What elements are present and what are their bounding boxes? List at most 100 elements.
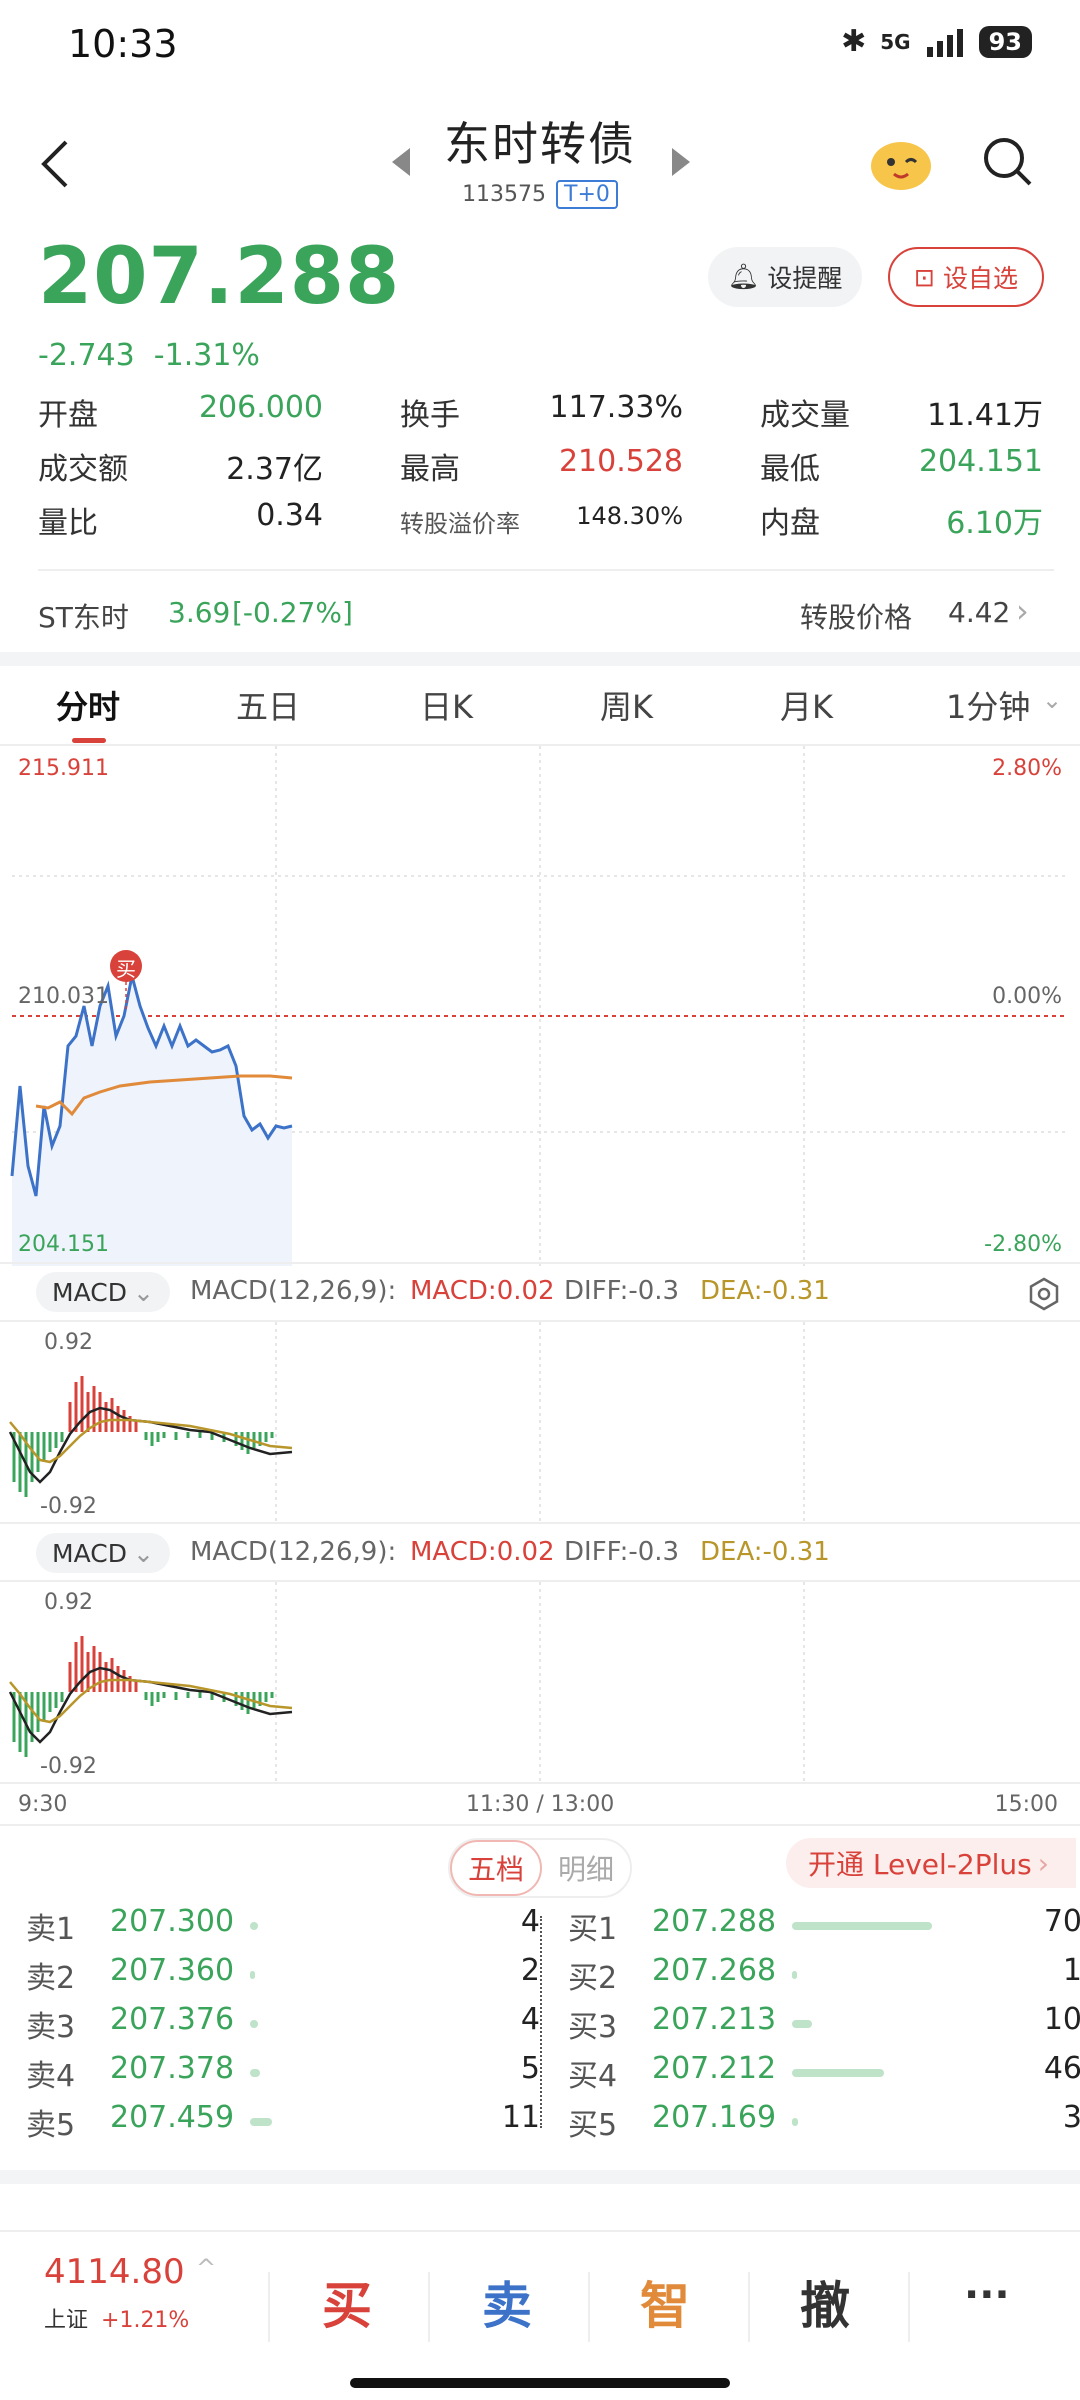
- ask-volume-bar: [250, 1971, 255, 1979]
- ask-level-label: 卖1: [26, 1912, 76, 1947]
- t0-tag: T+0: [556, 180, 618, 209]
- smart-order-button[interactable]: 智: [640, 2277, 690, 2335]
- ask-level-row[interactable]: 卖3 207.376 4: [26, 2002, 540, 2050]
- chart-mid-percent: 0.00%: [992, 984, 1062, 1009]
- stat-value: 117.33%: [549, 390, 683, 425]
- macd-selector-1[interactable]: MACD ⌄: [36, 1272, 170, 1312]
- settings-icon[interactable]: [1026, 1276, 1062, 1312]
- chevron-down-icon: ⌄: [1042, 686, 1063, 714]
- tab-monthly-k[interactable]: 月K: [780, 688, 833, 726]
- ask-price: 207.360: [110, 1953, 235, 1988]
- status-time: 10:33: [68, 22, 178, 66]
- bid-level-row[interactable]: 买1 207.288 70: [568, 1904, 1080, 1952]
- macd-selector-label: MACD: [52, 1277, 127, 1307]
- index-name: 上证: [44, 2308, 89, 2333]
- ask-level-label: 卖3: [26, 2010, 76, 2045]
- search-icon[interactable]: [980, 134, 1036, 190]
- tab-five-levels[interactable]: 五档: [450, 1840, 542, 1896]
- bottom-action-bar: 4114.80 ^ 上证 +1.21% 买 卖 智 撤 ···: [0, 2230, 1080, 2400]
- chevron-right-icon: ›: [1016, 592, 1029, 630]
- network-label: 5G: [880, 29, 911, 54]
- ask-level-row[interactable]: 卖2 207.360 2: [26, 1953, 540, 2001]
- macd-params: MACD(12,26,9):: [190, 1537, 397, 1567]
- bid-level-label: 买5: [568, 2108, 618, 2143]
- level2-upgrade-button[interactable]: 开通 Level-2Plus ›: [786, 1838, 1076, 1888]
- vertical-divider: [588, 2272, 590, 2342]
- ask-level-label: 卖5: [26, 2108, 76, 2143]
- vertical-divider: [268, 2272, 270, 2342]
- bid-volume-bar: [792, 2020, 812, 2028]
- macd-chart-1[interactable]: [0, 1322, 1080, 1522]
- ask-price: 207.378: [110, 2051, 235, 2086]
- stock-code-line: 113575 T+0: [0, 180, 1080, 209]
- macd-top-2: 0.92: [44, 1590, 93, 1615]
- buy-marker[interactable]: [110, 950, 142, 982]
- mascot-icon[interactable]: [866, 130, 936, 194]
- change-value: -2.743: [38, 338, 135, 373]
- bid-level-row[interactable]: 买4 207.212 46: [568, 2051, 1080, 2099]
- underlying-stock-row[interactable]: ST东时 3.69 [-0.27%] 转股价格 4.42 ›: [38, 592, 1048, 638]
- stat-label: 最高: [400, 452, 460, 487]
- ask-level-row[interactable]: 卖1 207.300 4: [26, 1904, 540, 1952]
- macd-chart-2[interactable]: [0, 1582, 1080, 1782]
- diff-value: DIFF:-0.3: [564, 1276, 680, 1306]
- divider: [38, 569, 1054, 571]
- macd-header-2: MACD ⌄ MACD(12,26,9): MACD:0.02 DIFF:-0.3…: [36, 1533, 1056, 1577]
- home-indicator: [350, 2378, 730, 2388]
- macd-top-1: 0.92: [44, 1330, 93, 1355]
- index-ticker[interactable]: 4114.80 ^ 上证 +1.21%: [44, 2252, 244, 2352]
- bid-price: 207.213: [652, 2002, 777, 2037]
- bid-level-row[interactable]: 买2 207.268 1: [568, 1953, 1080, 2001]
- bid-volume: 46: [1043, 2051, 1080, 2086]
- underlying-name: ST东时: [38, 601, 129, 634]
- index-change: +1.21%: [101, 2308, 190, 2333]
- bell-icon: 🔔︎: [727, 262, 760, 291]
- back-icon[interactable]: [36, 136, 76, 192]
- prev-stock-icon[interactable]: [390, 146, 414, 178]
- stat-value: 206.000: [198, 390, 323, 425]
- ask-level-row[interactable]: 卖4 207.378 5: [26, 2051, 540, 2099]
- tab-intraday[interactable]: 分时: [56, 688, 121, 726]
- tab-five-day[interactable]: 五日: [236, 688, 301, 726]
- bid-level-row[interactable]: 买5 207.169 3: [568, 2100, 1080, 2148]
- add-watchlist-button[interactable]: ⊡ 设自选: [888, 247, 1044, 307]
- cancel-order-button[interactable]: 撤: [800, 2277, 850, 2335]
- set-alert-button[interactable]: 🔔︎ 设提醒: [708, 247, 862, 307]
- macd-selector-2[interactable]: MACD ⌄: [36, 1533, 170, 1573]
- stat-label: 最低: [760, 452, 820, 487]
- stats-row: 量比 0.34 转股溢价率 148.30% 内盘 6.10万: [38, 498, 1048, 552]
- underlying-price: 3.69: [168, 596, 231, 629]
- tab-one-minute[interactable]: 1分钟: [946, 688, 1031, 726]
- ask-volume: 11: [501, 2100, 540, 2135]
- ask-price: 207.300: [110, 1904, 235, 1939]
- chart-low-price: 204.151: [18, 1232, 109, 1257]
- bid-price: 207.212: [652, 2051, 777, 2086]
- macd-bottom-1: -0.92: [40, 1494, 97, 1519]
- divider: [0, 1262, 1080, 1264]
- buy-button[interactable]: 买: [322, 2277, 372, 2335]
- stat-label: 换手: [400, 398, 460, 433]
- buy-marker-label: 买: [116, 957, 136, 981]
- watchlist-icon: ⊡: [914, 262, 935, 292]
- chevron-down-icon: ⌄: [132, 1538, 154, 1568]
- time-label-open: 9:30: [18, 1792, 68, 1817]
- vertical-divider: [748, 2272, 750, 2342]
- stat-value: 0.34: [256, 498, 323, 533]
- dea-value: DEA:-0.31: [700, 1537, 830, 1567]
- ask-level-row[interactable]: 卖5 207.459 11: [26, 2100, 540, 2148]
- tab-daily-k[interactable]: 日K: [420, 688, 473, 726]
- stat-label: 成交额: [38, 452, 128, 487]
- ask-level-label: 卖4: [26, 2059, 76, 2094]
- next-stock-icon[interactable]: [668, 146, 692, 178]
- tab-weekly-k[interactable]: 周K: [600, 688, 653, 726]
- tab-details[interactable]: 明细: [557, 1853, 614, 1886]
- chevron-up-icon: ^: [196, 2254, 217, 2282]
- sell-button[interactable]: 卖: [482, 2277, 532, 2335]
- bid-level-row[interactable]: 买3 207.213 10: [568, 2002, 1080, 2050]
- conversion-price-value: 4.42: [948, 596, 1011, 629]
- diff-value: DIFF:-0.3: [564, 1537, 680, 1567]
- more-button[interactable]: ···: [964, 2272, 1010, 2318]
- macd-selector-label: MACD: [52, 1538, 127, 1568]
- intraday-chart[interactable]: [0, 746, 1080, 1266]
- page-title: 东时转债: [444, 117, 636, 171]
